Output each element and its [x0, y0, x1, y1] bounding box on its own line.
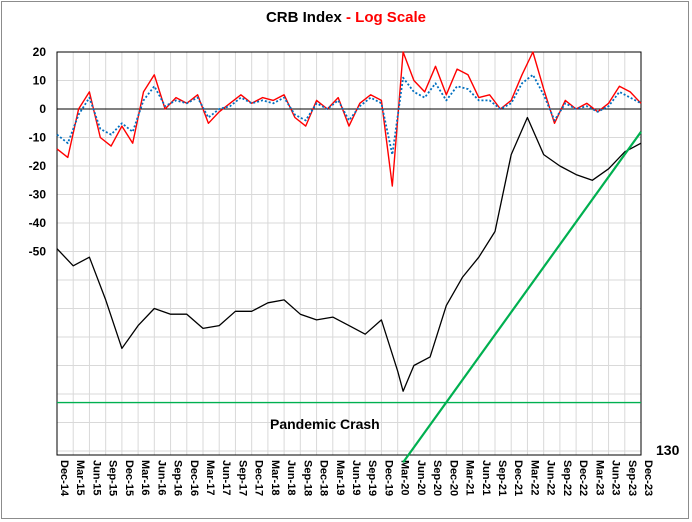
oscillator-line [56, 51, 642, 187]
x-tick-label: Jun-17 [220, 460, 232, 495]
x-tick-label: Mar-15 [74, 460, 86, 495]
y-axis-ticks: 20 10 0 -10 -20 -30 -40 -50 [29, 45, 47, 259]
x-tick-label: Dec-15 [123, 460, 135, 496]
series-group [56, 51, 642, 464]
x-tick-label: Sep-21 [496, 460, 508, 496]
x-tick-label: Dec-14 [58, 460, 70, 497]
x-tick-label: Mar-20 [399, 460, 411, 495]
x-tick-label: Mar-19 [334, 460, 346, 495]
x-tick-label: Jun-20 [415, 460, 427, 495]
x-tick-label: Mar-18 [269, 460, 281, 495]
x-tick-label: Jun-21 [480, 460, 492, 495]
x-tick-label: Mar-16 [139, 460, 151, 495]
y-tick-label: 0 [39, 102, 46, 116]
x-tick-label: Dec-23 [642, 460, 654, 496]
x-tick-label: Jun-23 [610, 460, 622, 495]
x-axis-ticks: Dec-14 Mar-15 Jun-15 Sep-15 Dec-15 Mar-16 Jun-… [58, 460, 654, 497]
x-tick-label: Dec-22 [577, 460, 589, 496]
uptrend-line [402, 131, 642, 464]
x-tick-label: Dec-16 [188, 460, 200, 496]
y-tick-label: -50 [29, 245, 47, 259]
y-tick-label: 20 [33, 45, 47, 59]
x-tick-label: Dec-20 [447, 460, 459, 496]
x-tick-label: Dec-17 [253, 460, 265, 496]
x-tick-label: Jun-16 [155, 460, 167, 495]
x-tick-label: Dec-21 [512, 460, 524, 496]
x-tick-label: Jun-19 [350, 460, 362, 495]
y-tick-label: -40 [29, 216, 47, 230]
chart-title-main: CRB Index [265, 9, 342, 26]
x-tick-label: Dec-19 [382, 460, 394, 496]
pandemic-crash-label: Pandemic Crash [270, 416, 380, 432]
x-tick-label: Mar-23 [593, 460, 605, 495]
x-tick-label: Jun-15 [90, 460, 102, 495]
x-tick-label: Dec-18 [318, 460, 330, 496]
chart-title-separator: - [341, 9, 356, 26]
x-tick-label: Mar-17 [204, 460, 216, 495]
chart-title: CRB Index - Log Scale [0, 9, 692, 26]
x-tick-label: Sep-17 [236, 460, 248, 496]
x-tick-label: Mar-22 [528, 460, 540, 495]
x-tick-label: Mar-21 [464, 460, 476, 495]
x-tick-label: Sep-18 [301, 460, 313, 496]
x-tick-label: Jun-18 [285, 460, 297, 495]
x-tick-label: Sep-19 [366, 460, 378, 496]
y-tick-label: -10 [29, 131, 47, 145]
x-tick-label: Sep-16 [172, 460, 184, 496]
plot-area-border [56, 51, 642, 456]
x-tick-label: Sep-20 [431, 460, 443, 496]
x-tick-label: Sep-15 [107, 460, 119, 496]
signal-line [56, 73, 642, 156]
y-tick-label: -20 [29, 159, 47, 173]
y-tick-label: -30 [29, 188, 47, 202]
grid-lines [56, 51, 642, 455]
chart-subtitle: Log Scale [355, 9, 427, 26]
y-tick-label: 10 [33, 74, 47, 88]
floor-value-label: 130 [656, 442, 680, 458]
x-tick-label: Sep-22 [561, 460, 573, 496]
x-tick-label: Sep-23 [626, 460, 638, 496]
price-line [56, 116, 642, 392]
x-tick-label: Jun-22 [545, 460, 557, 495]
